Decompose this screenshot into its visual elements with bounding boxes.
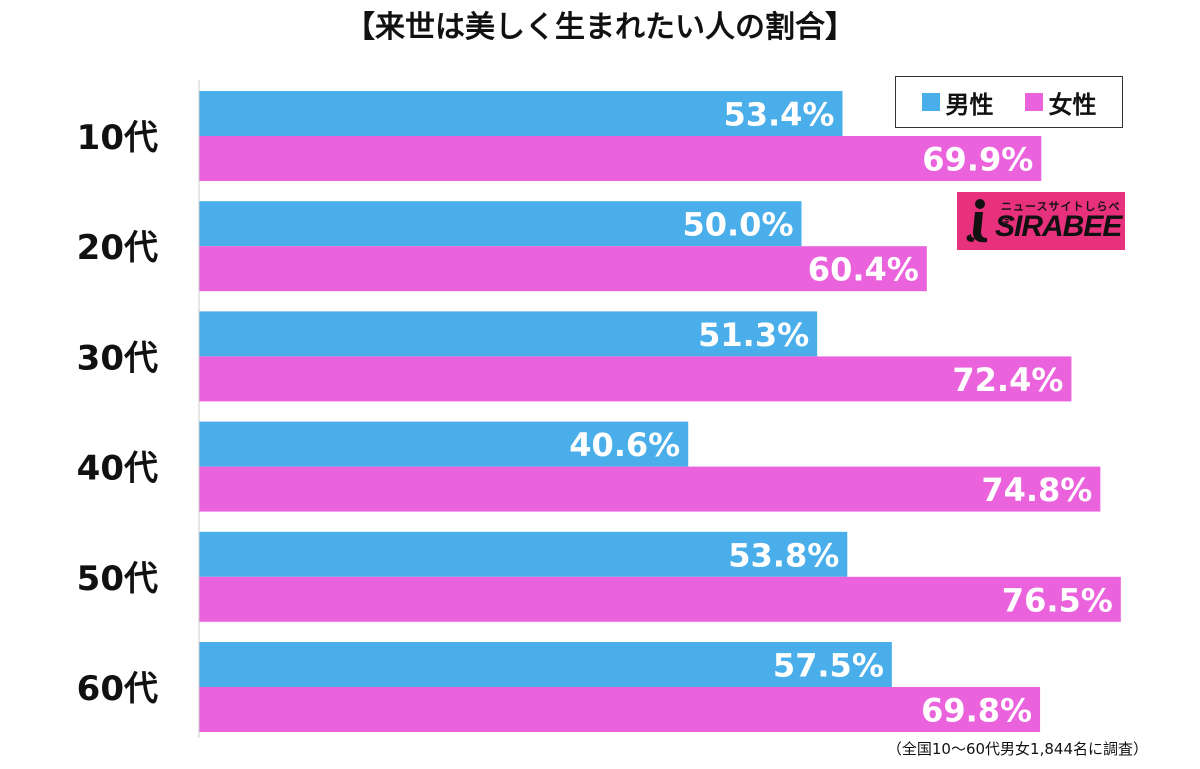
category-label: 60代 [77, 669, 158, 709]
bar-male [199, 91, 843, 136]
data-label-male: 57.5% [773, 647, 884, 685]
logo-i-icon [966, 199, 987, 243]
bar-female [199, 466, 1101, 512]
chart-footnote: （全国10〜60代男女1,844名に調査） [886, 740, 1148, 758]
bar-female [199, 687, 1041, 732]
data-label-female: 76.5% [1002, 581, 1113, 619]
legend-label-female: 女性 [1048, 90, 1097, 119]
legend-item-male: 男性 [921, 85, 994, 120]
data-label-male: 50.0% [682, 206, 793, 244]
data-label-female: 69.9% [922, 141, 1033, 179]
data-label-female: 74.8% [981, 471, 1092, 509]
category-label: 40代 [77, 449, 158, 489]
category-label: 20代 [77, 228, 158, 268]
bar-female [199, 136, 1042, 181]
legend-item-female: 女性 [1024, 85, 1097, 120]
category-label: 50代 [77, 559, 158, 599]
legend-swatch-female [1024, 93, 1043, 111]
data-label-female: 60.4% [808, 251, 919, 289]
chart-title: 【来世は美しく生まれたい人の割合】 [345, 10, 855, 45]
bar-female [199, 576, 1121, 622]
bar-male [199, 311, 818, 357]
logo-wordmark: SIRABEE [995, 210, 1122, 243]
bar-male [199, 531, 848, 577]
data-label-male: 53.8% [728, 536, 839, 574]
category-label: 30代 [77, 338, 158, 378]
bar-female [199, 356, 1072, 402]
bar-male [199, 201, 802, 247]
legend: 男性 女性 [895, 76, 1123, 128]
data-label-female: 72.4% [952, 361, 1063, 399]
data-label-male: 51.3% [698, 316, 809, 354]
bar-female [199, 246, 927, 292]
data-label-male: 53.4% [723, 96, 834, 134]
bar-male [199, 421, 689, 467]
data-label-male: 40.6% [569, 426, 680, 464]
legend-label-male: 男性 [945, 90, 994, 119]
sirabee-logo: ニュースサイトしらべぇ SIRABEE [957, 192, 1125, 250]
legend-swatch-male [921, 93, 940, 111]
data-label-female: 69.8% [921, 692, 1032, 730]
logo-tagline: ニュースサイトしらべぇ [1001, 200, 1121, 229]
bar-male [199, 642, 892, 687]
category-label: 10代 [77, 118, 158, 158]
